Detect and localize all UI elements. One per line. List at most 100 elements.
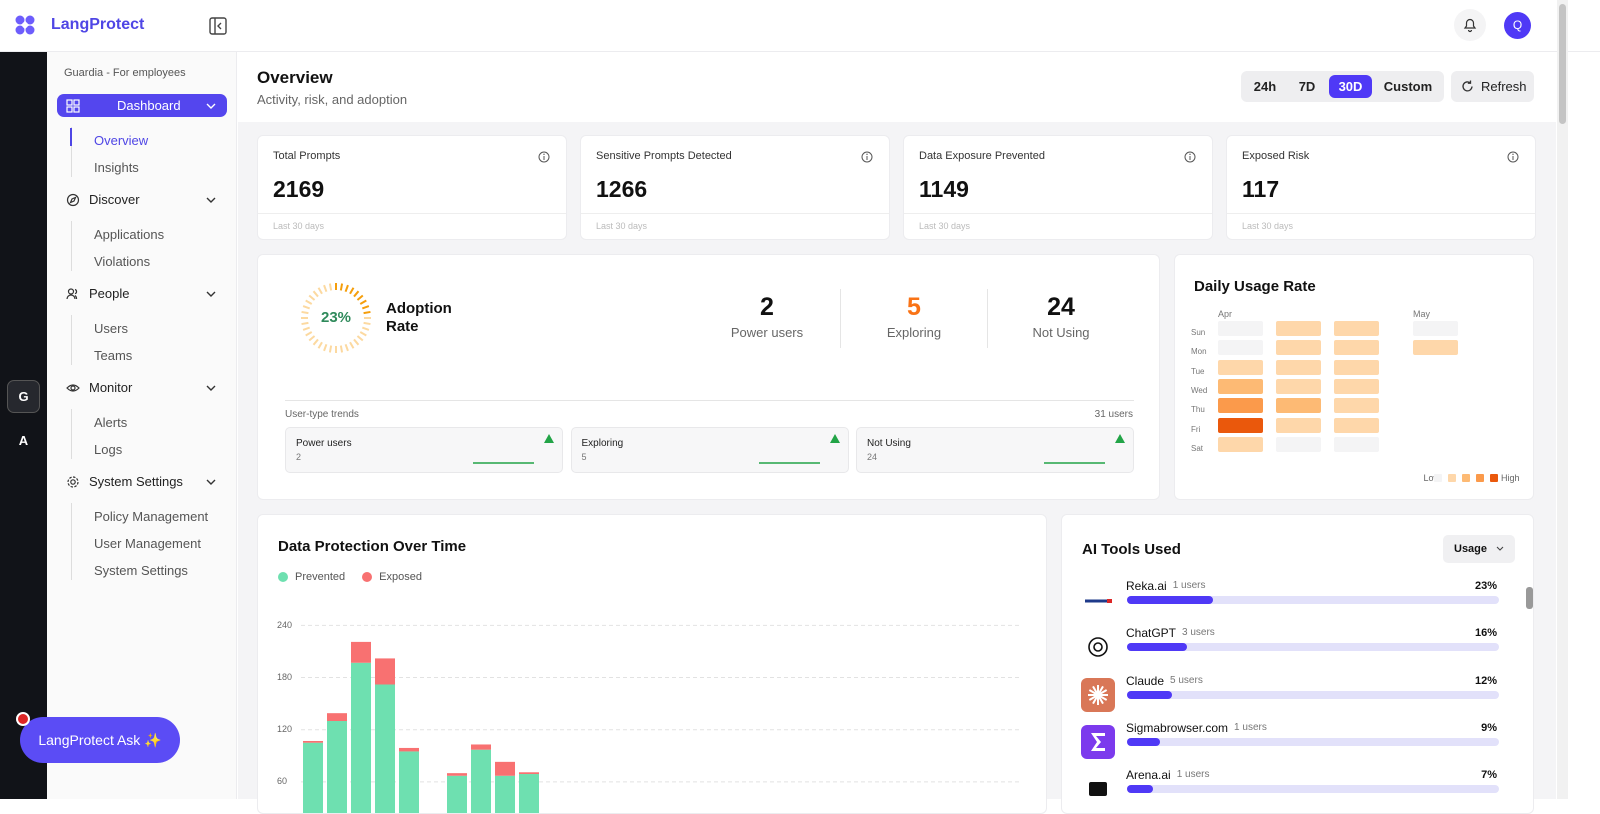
chart-title: Data Protection Over Time (278, 538, 467, 555)
tool-users: 1 users (1172, 580, 1206, 591)
trend-sparkline (473, 434, 554, 464)
adoption-title: Adoption Rate (386, 300, 452, 335)
heatmap-cell (1413, 321, 1458, 336)
stat-label: Exposed Risk (1242, 150, 1310, 162)
notifications-button[interactable] (1454, 9, 1486, 41)
nav-item[interactable]: Logs (94, 442, 123, 457)
range-button[interactable]: Custom (1383, 79, 1433, 94)
range-button[interactable]: 30D (1329, 75, 1372, 98)
ask-button[interactable]: LangProtect Ask ✨ (20, 717, 180, 763)
trend-name: Power users (296, 438, 352, 449)
range-button[interactable]: 24h (1253, 79, 1277, 94)
tool-name: Claude (1126, 673, 1165, 688)
group-value: 5 (907, 293, 921, 321)
nav-group-label[interactable]: System Settings (89, 474, 183, 489)
org-name: Guardia - For employees (64, 67, 186, 79)
range-button[interactable]: 7D (1298, 79, 1316, 94)
group-divider (987, 289, 988, 348)
nav-item[interactable]: Teams (94, 348, 133, 363)
nav-item[interactable]: Alerts (94, 415, 128, 430)
tool-name: Arena.ai (1126, 768, 1171, 783)
nav-guide-line (71, 127, 72, 177)
day-label: Sat (1191, 443, 1204, 453)
trend-card: Not Using 24 (856, 427, 1134, 473)
group-name: Not Using (1032, 325, 1090, 340)
nav-group-label[interactable]: Discover (89, 192, 140, 207)
heatmap-cell (1334, 398, 1379, 414)
stat-note: Last 30 days (1242, 221, 1294, 231)
bar-segment (495, 775, 515, 813)
heatmap-cell (1276, 359, 1321, 375)
gauge-tick (305, 331, 313, 337)
share-track (1127, 737, 1499, 746)
tool-name: Sigmabrowser.com (1126, 720, 1229, 735)
stat-card: Exposed Risk 117 Last 30 days (1226, 135, 1536, 240)
trends-title: User-type trends (285, 409, 359, 420)
nav-group-label[interactable]: Monitor (89, 380, 133, 395)
heatmap-cell (1334, 340, 1379, 356)
bar-segment (327, 721, 347, 813)
gauge-tick (302, 326, 311, 331)
bar-segment (351, 641, 371, 663)
nav-item[interactable]: Applications (94, 227, 165, 242)
stat-value: 1149 (919, 176, 969, 202)
refresh-label: Refresh (1481, 79, 1527, 94)
stat-note: Last 30 days (273, 221, 325, 231)
refresh-button[interactable]: Refresh (1451, 71, 1534, 102)
avatar[interactable]: Q (1504, 12, 1531, 39)
nav-guide-line (71, 221, 72, 271)
info-icon (1507, 151, 1519, 163)
workspace-button[interactable]: G (7, 380, 40, 413)
nav-icon (66, 193, 80, 207)
heatmap-cell (1334, 436, 1379, 452)
nav-item[interactable]: System Settings (94, 563, 188, 578)
refresh-icon (1462, 80, 1473, 92)
nav-item[interactable]: Violations (94, 254, 151, 269)
gauge-tick (353, 338, 360, 346)
tool-glyph (1088, 684, 1108, 705)
scrollbar-track (1557, 0, 1568, 799)
tool-icon (1081, 724, 1115, 759)
legend-label: Prevented (295, 571, 346, 583)
scrollbar-thumb[interactable] (1559, 4, 1566, 124)
heatmap-cell (1276, 398, 1321, 414)
nav-group-label[interactable]: People (89, 286, 130, 301)
nav-group-label[interactable]: Dashboard (117, 98, 181, 113)
tool-share: 9% (1481, 721, 1497, 734)
daily-usage-card: Daily Usage Rate Apr May Sun Mon Tue Wed Thu Fri… (1174, 254, 1534, 500)
workspace-button[interactable]: A (18, 433, 29, 448)
nav-guide-line (71, 503, 72, 580)
nav-item[interactable]: Insights (94, 160, 139, 175)
sort-dropdown[interactable]: Usage (1443, 535, 1515, 563)
heatmap-cell (1218, 359, 1263, 375)
bar-segment (495, 761, 515, 776)
tools-card: AI Tools Used Usage Reka.ai 1 users 23% ChatG… (1061, 514, 1534, 814)
nav-item[interactable]: Users (94, 321, 128, 336)
bar-segment (471, 744, 491, 750)
trend-card: Exploring 5 (570, 427, 849, 473)
stat-label: Data Exposure Prevented (919, 150, 1045, 162)
tool-icon (1081, 583, 1115, 617)
gauge-tick (361, 305, 370, 310)
group-divider (840, 289, 841, 348)
bar-segment (303, 742, 323, 813)
heatmap-cell (1276, 378, 1321, 394)
nav-item[interactable]: Policy Management (94, 509, 209, 524)
day-label: Tue (1191, 366, 1205, 376)
collapse-button[interactable] (209, 17, 227, 35)
trends-divider (285, 400, 1134, 401)
gauge-tick (344, 284, 349, 293)
y-tick-label: 120 (277, 724, 292, 734)
nav-item[interactable]: User Management (94, 536, 201, 551)
info-icon (861, 151, 873, 163)
gauge-tick (353, 290, 360, 298)
protection-card: Data Protection Over Time Prevented Expose… (257, 514, 1047, 814)
bar-segment (375, 658, 395, 685)
heatmap-cell (1276, 321, 1321, 336)
stat-note: Last 30 days (596, 221, 648, 231)
trend-value: 2 (296, 452, 302, 462)
nav-item[interactable]: Overview (94, 133, 149, 148)
legend-swatch (1434, 474, 1442, 482)
share-bar (1127, 785, 1154, 794)
